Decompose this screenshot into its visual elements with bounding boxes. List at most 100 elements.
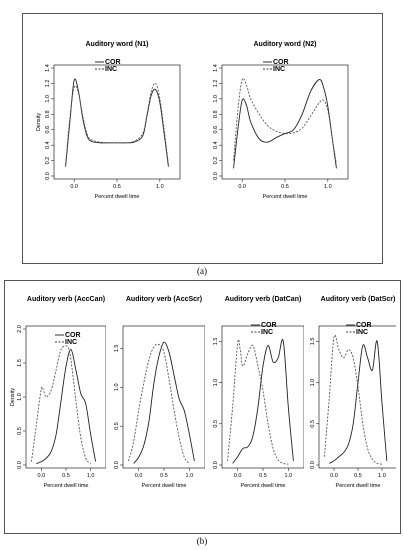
y-tick-label: 0.5 <box>310 420 316 428</box>
y-tick-label: 0.0 <box>45 172 51 180</box>
chart-auditory-verb-accscr: Auditory verb (AccScr) 0.0 0.5 1.0 1.5 0.0 0.5… <box>114 296 205 488</box>
series-line-inc <box>31 345 91 464</box>
chart-title: Auditory word (N1) <box>86 41 149 48</box>
y-tick-label: 2.0 <box>17 325 23 333</box>
x-axis-label: Percent dwell time <box>241 483 286 488</box>
series-line-cor <box>133 341 195 464</box>
series-line-inc <box>128 343 190 464</box>
x-tick-label: 0.0 <box>70 184 78 190</box>
x-tick-label: 1.0 <box>324 184 332 190</box>
plot-box <box>53 64 181 180</box>
panel-a-frame: Auditory word (N1) 0.0 0.2 0.4 0.6 0.8 1.0 1.2 1… <box>22 13 383 264</box>
caption-a: (a) <box>197 266 207 276</box>
x-tick-label: 0.0 <box>238 184 246 190</box>
x-tick-label: 1.0 <box>285 473 293 479</box>
x-tick-label: 1.0 <box>378 473 386 479</box>
x-axis-label: Percent dwell time <box>142 483 187 488</box>
y-tick-label: 0.6 <box>213 126 219 134</box>
legend-label-cor: COR <box>273 59 289 66</box>
caption-b: (b) <box>196 536 208 546</box>
y-tick-label: 1.0 <box>213 379 219 387</box>
x-tick-label: 0.0 <box>330 473 338 479</box>
x-tick-label: 1.0 <box>156 184 164 190</box>
chart-title: Auditory word (N2) <box>254 41 317 48</box>
y-tick-label: 1.2 <box>45 80 51 88</box>
y-tick-label: 1.0 <box>114 383 120 391</box>
legend-label-cor: COR <box>105 59 121 66</box>
y-tick-label: 0.2 <box>213 157 219 165</box>
series-line-inc <box>65 82 169 165</box>
plot-box <box>318 325 396 469</box>
y-tick-label: 0.0 <box>17 461 23 469</box>
y-tick-label: 0.6 <box>45 126 51 134</box>
chart-auditory-word-n2: Auditory word (N2) 0.0 0.2 0.4 0.6 0.8 1.0 1.2 1… <box>213 41 349 198</box>
x-tick-label: 0.5 <box>113 184 121 190</box>
series-line-cor <box>233 79 337 169</box>
x-tick-label: 1.0 <box>186 473 194 479</box>
legend-label-inc: INC <box>356 329 368 336</box>
x-axis-label: Percent dwell time <box>95 194 140 198</box>
y-tick-label: 0.2 <box>45 157 51 165</box>
y-tick-label: 0.0 <box>213 461 219 469</box>
y-tick-label: 0.8 <box>45 110 51 118</box>
x-tick-label: 0.0 <box>135 473 143 479</box>
chart-auditory-verb-acccan: Auditory verb (AccCan) 0.0 0.5 1.0 1.5 2.0 0.0… <box>10 296 106 488</box>
x-tick-label: 1.0 <box>87 473 95 479</box>
x-axis-label: Percent dwell time <box>44 483 89 488</box>
x-tick-label: 0.0 <box>38 473 46 479</box>
y-tick-label: 1.0 <box>45 95 51 103</box>
y-tick-label: 1.4 <box>45 64 51 72</box>
panel-b-frame: Auditory verb (AccCan) 0.0 0.5 1.0 1.5 2.0 0.0… <box>4 280 401 534</box>
x-tick-label: 0.0 <box>234 473 242 479</box>
series-line-cor <box>232 339 294 464</box>
legend-label-inc: INC <box>105 66 117 73</box>
y-tick-label: 1.2 <box>213 80 219 88</box>
y-tick-label: 1.0 <box>213 95 219 103</box>
legend-label-inc: INC <box>273 66 285 73</box>
chart-auditory-word-n1: Auditory word (N1) 0.0 0.2 0.4 0.6 0.8 1.0 1.2 1… <box>36 41 181 198</box>
plot-box <box>122 325 205 469</box>
x-tick-label: 0.5 <box>160 473 168 479</box>
y-tick-label: 1.5 <box>310 338 316 346</box>
chart-auditory-verb-datscr: Auditory verb (DatScr) 0.0 0.5 1.0 1.5 0.0 0.5… <box>310 296 396 488</box>
y-axis-label: Density <box>36 113 42 132</box>
y-tick-label: 0.5 <box>114 422 120 430</box>
y-tick-label: 1.0 <box>310 379 316 387</box>
y-tick-label: 0.4 <box>45 141 51 149</box>
x-axis-label: Percent dwell time <box>263 194 308 198</box>
series-line-cor <box>65 78 169 167</box>
y-tick-label: 0.0 <box>213 172 219 180</box>
legend-label-cor: COR <box>261 322 277 329</box>
series-line-cor <box>36 348 97 465</box>
y-tick-label: 0.5 <box>17 427 23 435</box>
x-axis-label: Percent dwell time <box>336 483 381 488</box>
legend-label-inc: INC <box>261 329 273 336</box>
y-tick-label: 0.8 <box>213 110 219 118</box>
legend-label-cor: COR <box>65 332 81 339</box>
y-tick-label: 0.0 <box>114 461 120 469</box>
y-tick-label: 1.0 <box>17 393 23 401</box>
series-line-inc <box>233 77 337 165</box>
y-tick-label: 0.4 <box>213 141 219 149</box>
series-line-cor <box>328 340 388 464</box>
x-tick-label: 0.5 <box>259 473 267 479</box>
y-tick-label: 1.5 <box>114 345 120 353</box>
y-tick-label: 0.5 <box>213 420 219 428</box>
y-tick-label: 1.4 <box>213 64 219 72</box>
legend-label-cor: COR <box>356 322 372 329</box>
legend-label-inc: INC <box>65 339 77 346</box>
series-line-inc <box>227 338 289 465</box>
y-tick-label: 0.0 <box>310 461 316 469</box>
chart-auditory-verb-datcan: Auditory verb (DatCan) 0.0 0.5 1.0 1.5 0.0 0.5… <box>213 296 304 488</box>
chart-title: Auditory verb (DatScr) <box>321 296 396 303</box>
chart-title: Auditory verb (DatCan) <box>225 296 302 303</box>
x-tick-label: 0.5 <box>354 473 362 479</box>
y-tick-label: 1.5 <box>213 338 219 346</box>
plot-box <box>221 64 349 180</box>
plot-box <box>25 325 106 469</box>
chart-title: Auditory verb (AccScr) <box>126 296 202 303</box>
series-line-inc <box>323 334 383 465</box>
y-tick-label: 1.5 <box>17 359 23 367</box>
y-axis-label: Density <box>10 388 16 407</box>
x-tick-label: 0.5 <box>281 184 289 190</box>
